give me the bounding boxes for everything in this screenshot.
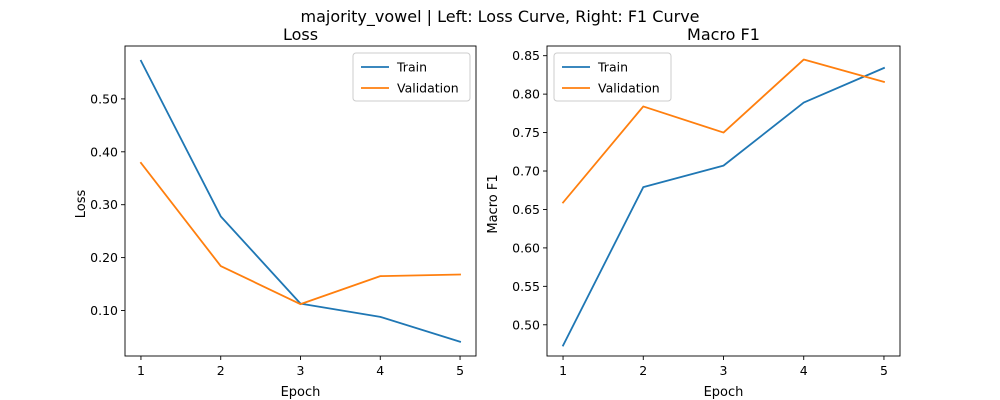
loss-y-axis-label: Loss (74, 190, 89, 219)
loss-legend-label-validation: Validation (397, 81, 459, 96)
f1-x-tick-label: 3 (720, 363, 728, 378)
loss-series-line-train (139, 59, 462, 343)
loss-y-tick-label: 0.40 (90, 144, 118, 159)
f1-y-axis-label: Macro F1 (486, 174, 501, 233)
f1-y-tick-label: 0.85 (512, 48, 540, 63)
f1-y-tick-label: 0.55 (512, 279, 540, 294)
f1-y-tick-label: 0.70 (512, 164, 540, 179)
f1-x-tick-label: 4 (800, 363, 808, 378)
loss-x-tick-label: 3 (297, 363, 305, 378)
f1-legend-box (553, 52, 672, 102)
loss-legend-box (352, 52, 471, 102)
f1-chart: Macro F1 Epoch Macro F1 1 2 3 4 5 0.50 0.55 0.6… (486, 25, 901, 400)
loss-x-tick-label: 5 (456, 363, 464, 378)
loss-y-tick-label: 0.10 (90, 303, 118, 318)
figure-title: majority_vowel | Left: Loss Curve, Right… (301, 7, 700, 27)
f1-legend-label-validation: Validation (598, 81, 660, 96)
f1-x-tick-label: 5 (880, 363, 888, 378)
loss-series-line-validation (139, 161, 461, 306)
f1-y-tick-label: 0.60 (512, 240, 540, 255)
f1-legend-label-train: Train (597, 60, 628, 75)
f1-y-tick-label: 0.80 (512, 87, 540, 102)
loss-x-tick-label: 2 (217, 363, 225, 378)
f1-series-line-validation (561, 58, 886, 204)
loss-y-tick-label: 0.30 (90, 197, 118, 212)
f1-chart-title: Macro F1 (687, 25, 760, 44)
f1-x-axis-label: Epoch (704, 385, 744, 400)
f1-series-line-train (561, 66, 886, 347)
f1-y-tick-label: 0.65 (512, 202, 540, 217)
loss-y-tick-label: 0.20 (90, 250, 118, 265)
loss-y-tick-label: 0.50 (90, 91, 118, 106)
f1-y-tick-label: 0.75 (512, 125, 540, 140)
f1-y-tick-label: 0.50 (512, 317, 540, 332)
loss-x-tick-label: 1 (137, 363, 145, 378)
loss-legend: Train Validation (352, 52, 471, 102)
loss-x-tick-label: 4 (376, 363, 384, 378)
f1-legend: Train Validation (553, 52, 672, 102)
f1-x-tick-label: 1 (559, 363, 567, 378)
f1-x-tick-label: 2 (639, 363, 647, 378)
loss-chart-title: Loss (283, 25, 318, 44)
loss-legend-label-train: Train (396, 60, 427, 75)
loss-chart: Loss Epoch Loss 1 2 3 4 5 0.10 0.20 0.30 0.40 0.5… (74, 25, 477, 400)
loss-x-axis-label: Epoch (281, 385, 321, 400)
